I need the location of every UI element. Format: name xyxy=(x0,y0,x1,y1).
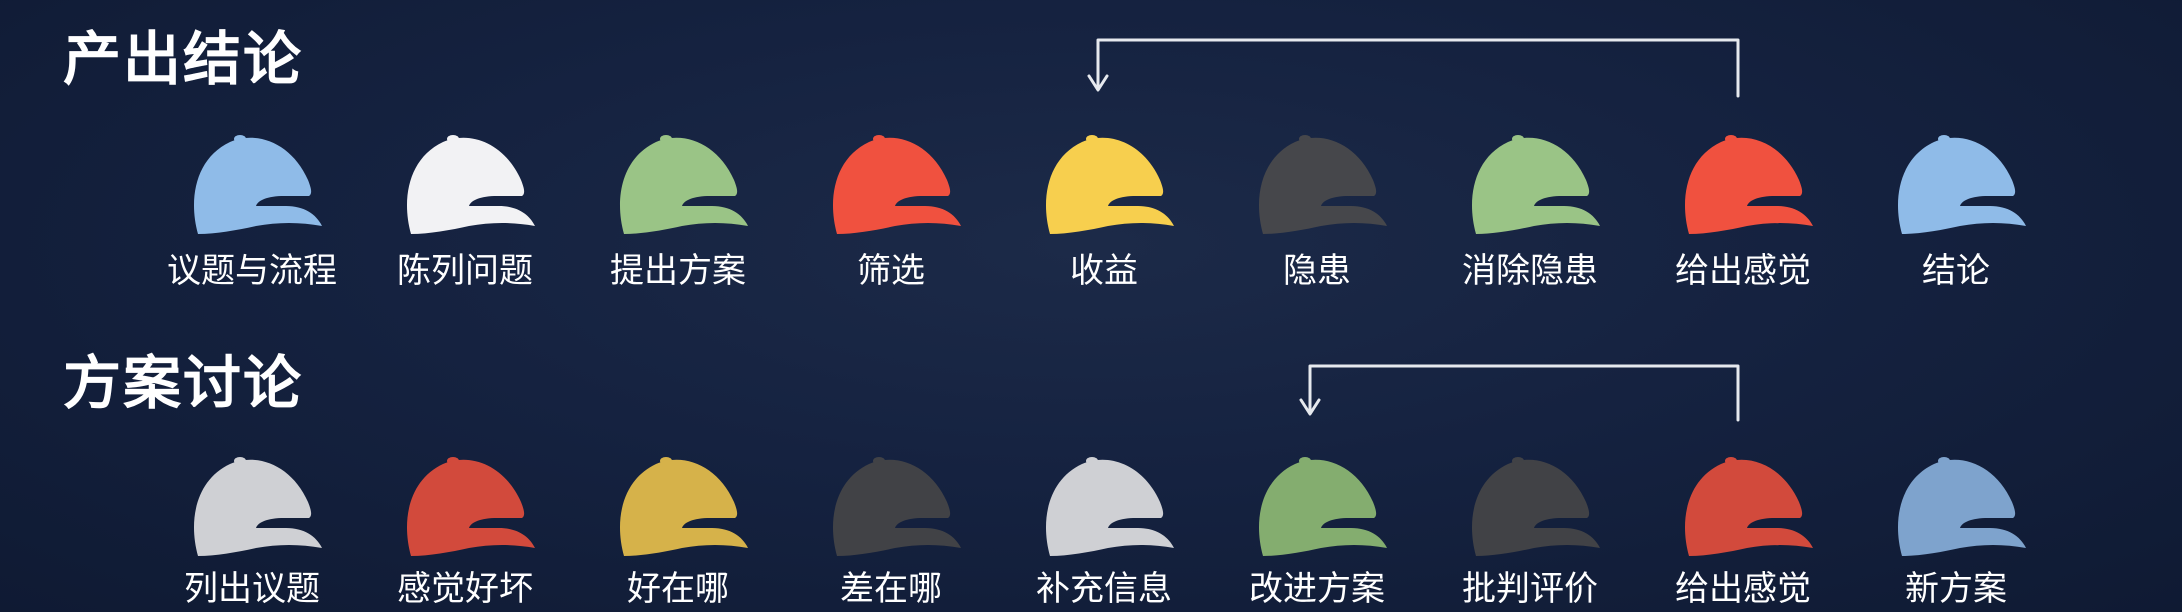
cap-icon-yellow xyxy=(608,444,748,564)
hat-label: 收益 xyxy=(1070,251,1138,291)
cap-icon-black xyxy=(1247,122,1387,242)
arrowhead-bottom xyxy=(1299,398,1321,416)
hat-label: 给出感觉 xyxy=(1675,569,1811,609)
hat-label: 感觉好坏 xyxy=(397,569,533,609)
hat-label: 补充信息 xyxy=(1036,569,1172,609)
cap-icon-red xyxy=(1673,122,1813,242)
hat-label: 议题与流程 xyxy=(167,251,337,291)
cap-icon-white xyxy=(1034,444,1174,564)
hat-label: 提出方案 xyxy=(610,251,746,291)
connector-line-bottom xyxy=(1308,364,1740,422)
cap-icon-black xyxy=(821,444,961,564)
hat-label: 列出议题 xyxy=(184,569,320,609)
cap-icon-green xyxy=(608,122,748,242)
cap-icon-black xyxy=(1460,444,1600,564)
hat-label: 批判评价 xyxy=(1462,569,1598,609)
section-title-discussion: 方案讨论 xyxy=(63,349,304,417)
hat-label: 新方案 xyxy=(1905,569,2007,609)
cap-icon-blue xyxy=(1886,122,2026,242)
cap-icon-red xyxy=(395,444,535,564)
cap-icon-blue xyxy=(1886,444,2026,564)
connector-line-top xyxy=(1096,38,1740,98)
hat-label: 隐患 xyxy=(1283,251,1351,291)
cap-icon-white xyxy=(182,444,322,564)
hat-label: 给出感觉 xyxy=(1675,251,1811,291)
section-title-conclusion: 产出结论 xyxy=(63,25,304,93)
cap-icon-white xyxy=(395,122,535,242)
cap-icon-yellow xyxy=(1034,122,1174,242)
cap-icon-red xyxy=(1673,444,1813,564)
cap-icon-green xyxy=(1247,444,1387,564)
cap-icon-blue xyxy=(182,122,322,242)
hat-label: 差在哪 xyxy=(840,569,942,609)
cap-icon-red xyxy=(821,122,961,242)
hat-label: 消除隐患 xyxy=(1462,251,1598,291)
hat-label: 结论 xyxy=(1922,251,1990,291)
cap-icon-green xyxy=(1460,122,1600,242)
hat-label: 好在哪 xyxy=(627,569,729,609)
hat-label: 改进方案 xyxy=(1249,569,1385,609)
arrowhead-top xyxy=(1087,74,1109,92)
hat-label: 陈列问题 xyxy=(397,251,533,291)
hat-label: 筛选 xyxy=(857,251,925,291)
